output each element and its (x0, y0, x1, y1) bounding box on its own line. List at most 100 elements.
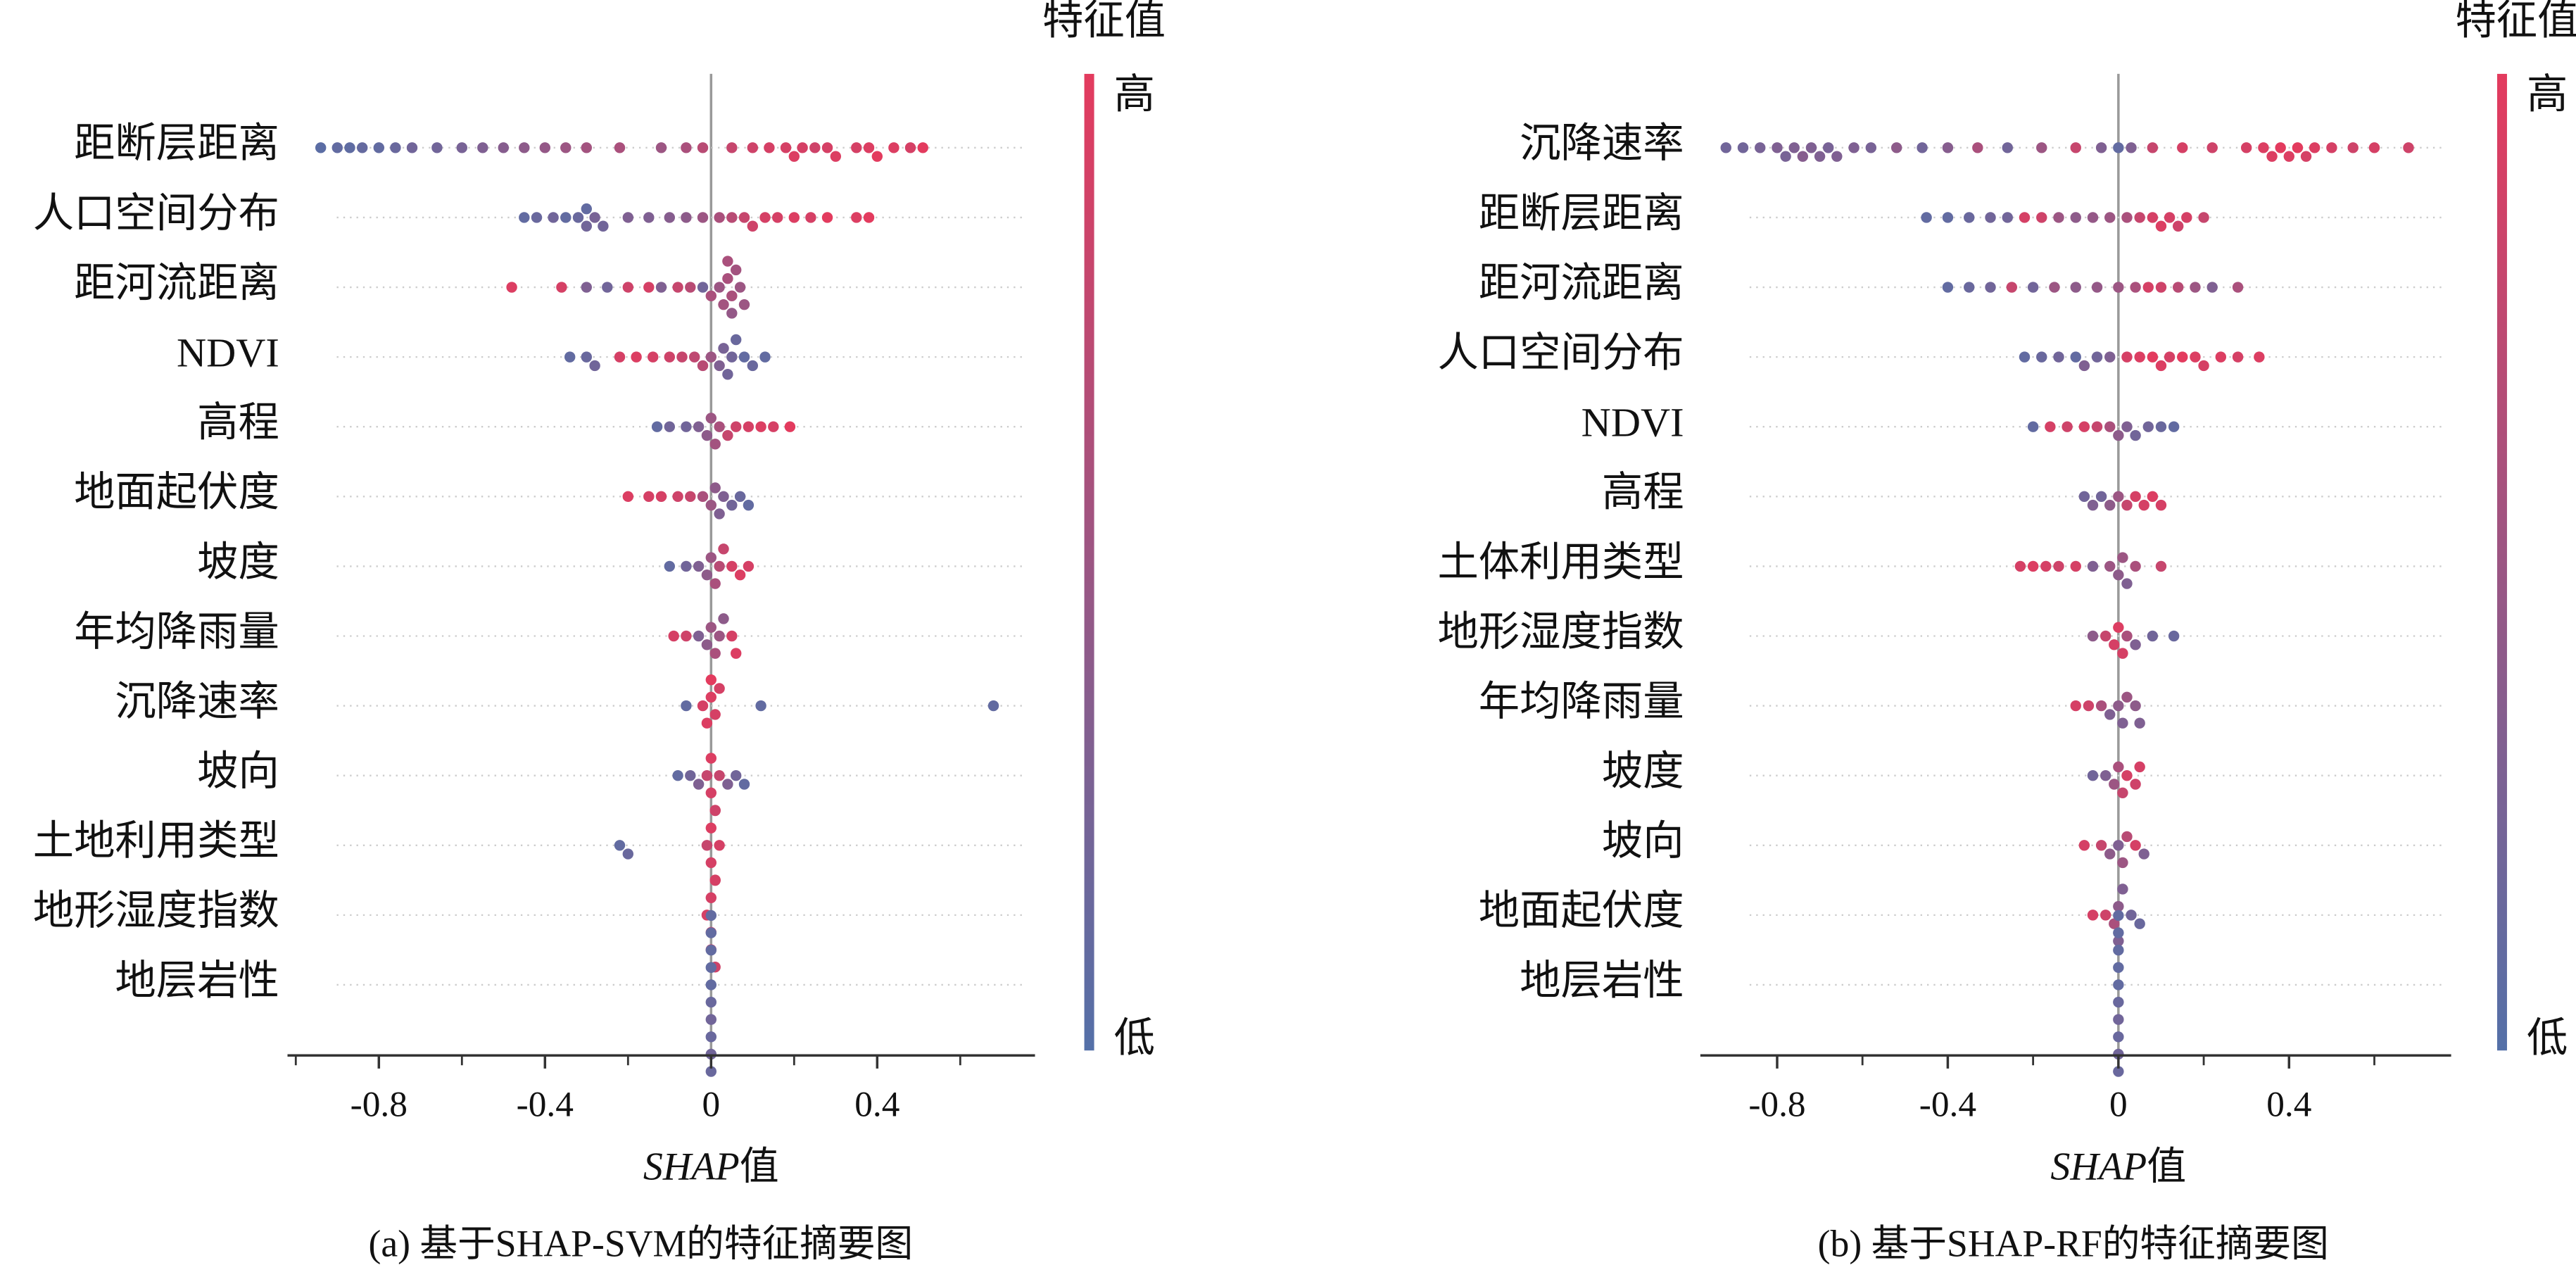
shap-point (2117, 883, 2128, 895)
shap-point (1848, 142, 1860, 153)
shap-point (614, 840, 626, 851)
shap-point (726, 351, 738, 363)
shap-point (1755, 142, 1766, 153)
feature-label: 人口空间分布 (33, 190, 279, 236)
shap-point (714, 282, 725, 293)
shap-point (2113, 1031, 2124, 1043)
shap-point (714, 508, 725, 520)
shap-point (2121, 421, 2133, 432)
chart-title: (a) 基于SHAP-SVM的特征摘要图 (368, 1222, 913, 1264)
shap-point (2113, 910, 2124, 921)
shap-point (643, 212, 655, 223)
shap-point (705, 857, 717, 869)
shap-point (2104, 848, 2116, 860)
shap-point (863, 212, 875, 223)
shap-point (772, 212, 783, 223)
shap-point (2368, 142, 2380, 153)
shap-point (456, 142, 467, 153)
shap-point (356, 142, 368, 153)
shap-point (697, 700, 709, 712)
shap-point (614, 142, 626, 153)
shap-point (648, 351, 659, 363)
shap-point (2155, 360, 2167, 372)
shap-point (1942, 142, 1954, 153)
shap-point (1772, 142, 1783, 153)
feature-label: 距断层距离 (74, 120, 279, 166)
shap-point (390, 142, 401, 153)
shap-point (2019, 212, 2031, 223)
shap-point (2113, 622, 2124, 633)
shap-point (589, 360, 600, 372)
shap-point (731, 648, 742, 659)
shap-point (714, 421, 725, 432)
colorbar-label: 特征值 (2455, 0, 2576, 43)
shap-point (2053, 212, 2064, 223)
x-tick-label: 0 (702, 1085, 720, 1125)
shap-point (2087, 212, 2099, 223)
shap-point (743, 560, 755, 572)
shap-point (581, 203, 593, 215)
feature-label: NDVI (1581, 400, 1684, 446)
shap-point (2019, 351, 2031, 363)
shap-point (2117, 552, 2128, 563)
shap-point (726, 212, 738, 223)
feature-label: 人口空间分布 (1437, 330, 1684, 376)
shap-point (2130, 429, 2141, 441)
shap-point (689, 351, 700, 363)
shap-point (655, 282, 667, 293)
shap-point (2190, 282, 2201, 293)
shap-point (2095, 700, 2107, 712)
shap-point (2040, 560, 2052, 572)
feature-label: 坡向 (1602, 818, 1684, 864)
shap-point (2006, 282, 2018, 293)
shap-point (768, 421, 779, 432)
shap-point (2232, 351, 2244, 363)
colorbar-label: 特征值 (1042, 0, 1166, 43)
shap-point (705, 499, 717, 511)
feature-label: 年均降雨量 (1479, 679, 1684, 724)
shap-point (987, 700, 999, 712)
shap-point (2254, 351, 2265, 363)
shap-point (821, 142, 833, 153)
shap-point (2283, 151, 2294, 162)
shap-point (734, 282, 746, 293)
shap-point (2095, 142, 2107, 153)
shap-point (685, 491, 696, 503)
shap-point (1788, 142, 1800, 153)
shap-point (2078, 840, 2090, 851)
shap-point (747, 142, 759, 153)
shap-point (722, 369, 733, 380)
shap-point (556, 282, 567, 293)
shap-point (2113, 491, 2124, 503)
shap-point (2240, 142, 2252, 153)
shap-point (1942, 282, 1954, 293)
shap-point (477, 142, 488, 153)
shap-point (672, 282, 683, 293)
shap-point (2147, 491, 2159, 503)
x-tick-label: 0.4 (854, 1085, 899, 1125)
shap-point (2142, 282, 2154, 293)
shap-point (2190, 351, 2201, 363)
shap-point (2095, 840, 2107, 851)
feature-label: 地形湿度指数 (1437, 609, 1684, 655)
shap-point (743, 421, 755, 432)
feature-label: 年均降雨量 (74, 609, 279, 655)
feature-label: 坡向 (197, 748, 279, 794)
shap-point (685, 282, 696, 293)
shap-point (2181, 212, 2192, 223)
shap-point (797, 142, 808, 153)
shap-point (755, 421, 766, 432)
shap-point (539, 142, 551, 153)
shap-point (705, 351, 717, 363)
shap-point (709, 578, 721, 589)
shap-point (759, 351, 771, 363)
shap-point (681, 560, 692, 572)
shap-point (498, 142, 510, 153)
shap-point (705, 910, 717, 921)
shap-point (709, 805, 721, 817)
shap-point (2155, 421, 2167, 432)
shap-point (705, 1048, 717, 1060)
shap-point (2121, 499, 2133, 511)
shap-point (2087, 630, 2099, 642)
